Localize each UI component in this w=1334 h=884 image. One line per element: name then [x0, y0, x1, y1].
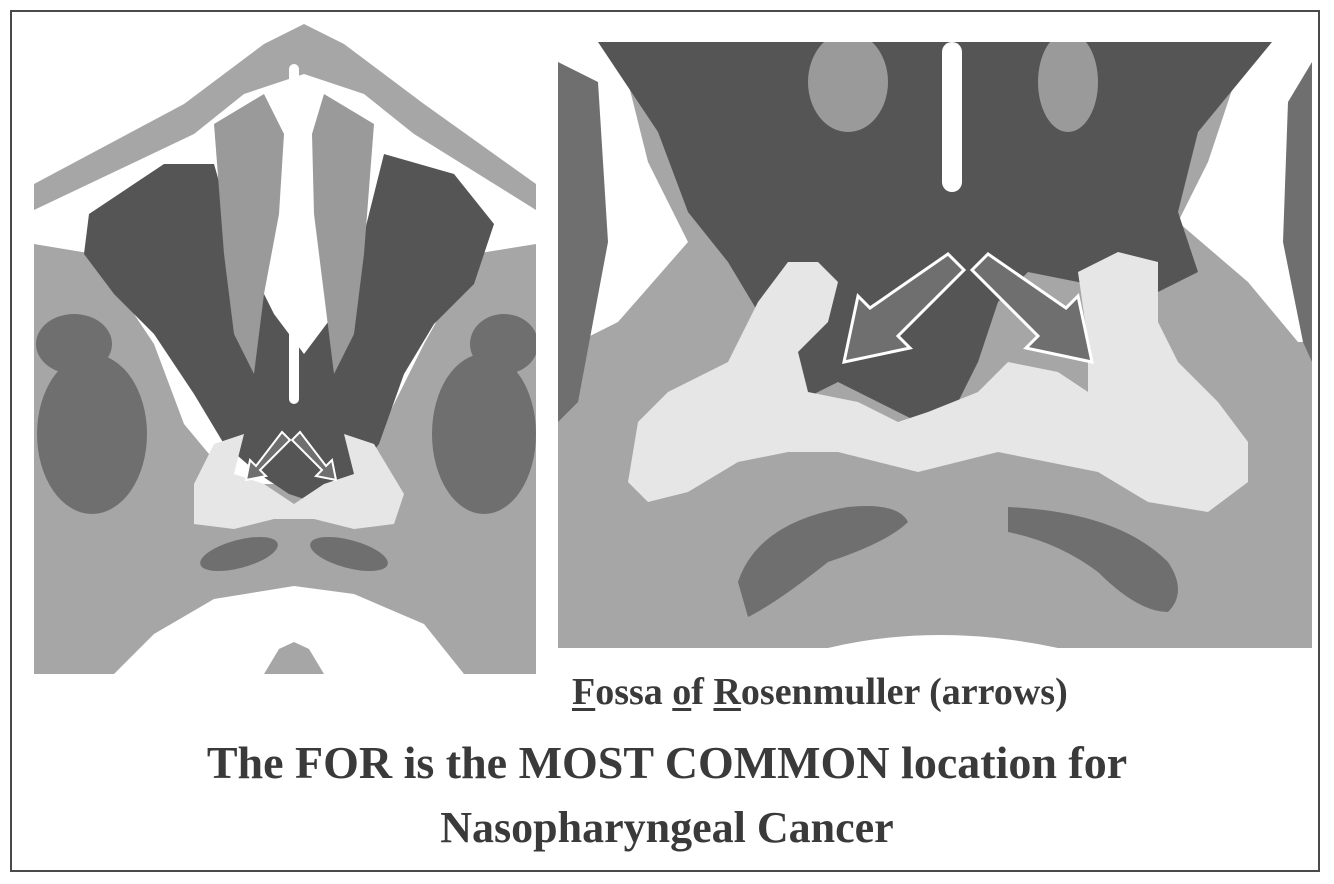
left-longus-muscle: [200, 536, 278, 572]
statement-line-2: Nasopharyngeal Cancer: [440, 803, 894, 852]
zoomed-right-turbinate: [1038, 42, 1098, 132]
nasopharyngeal-mucosa: [194, 434, 404, 529]
fossa-zoomed-diagram: [558, 42, 1312, 648]
lateral-soft-tissue: [34, 244, 536, 674]
arrow-right-fossa-icon: [969, 252, 1094, 364]
left-upper-muscle: [36, 314, 112, 374]
zoomed-left-turbinate: [808, 42, 888, 132]
axial-diagram-overview: [34, 14, 536, 674]
zoomed-bottom-space: [828, 635, 1058, 648]
figure-frame: Fossa of Rosenmuller (arrows) The FOR is…: [10, 10, 1320, 872]
left-dark-edge: [558, 62, 608, 422]
statement-line-1: The FOR is the MOST COMMON location for: [206, 737, 1128, 788]
right-turbinate: [312, 94, 374, 374]
arrow-right-fossa-icon: [290, 430, 338, 482]
right-pterygoid-muscle: [432, 354, 536, 514]
zoomed-left-longus: [738, 506, 908, 617]
zoomed-nasopharyngeal-mucosa: [628, 252, 1248, 512]
right-white-space: [1178, 42, 1312, 342]
spine-bump: [264, 642, 324, 674]
arrow-left-fossa-icon: [244, 430, 292, 482]
right-upper-muscle: [470, 314, 536, 374]
nasal-septum-gap: [289, 64, 299, 404]
zoomed-right-longus: [1008, 507, 1178, 612]
caption-of-rest: f: [691, 671, 714, 713]
caption-rosen-initial: R: [713, 671, 741, 713]
right-longus-muscle: [310, 536, 388, 572]
caption-of-initial: o: [672, 671, 692, 713]
caption-fossa-rest: ossa: [595, 671, 673, 713]
nasal-cavity-airway: [84, 154, 494, 504]
caption-fossa-initial: F: [572, 671, 596, 713]
right-dark-edge: [1283, 62, 1312, 362]
diagram-caption: Fossa of Rosenmuller (arrows): [572, 664, 1312, 720]
arrow-left-fossa-icon: [842, 252, 967, 364]
nasal-bone-shape: [34, 24, 536, 210]
left-pterygoid-muscle: [37, 354, 147, 514]
zoomed-diagram-svg: [558, 42, 1312, 648]
caption-rosen-rest: osenmuller (arrows): [740, 671, 1068, 713]
left-turbinate: [214, 94, 284, 374]
axial-diagram-svg: [34, 14, 536, 674]
zoomed-septum: [942, 42, 962, 192]
